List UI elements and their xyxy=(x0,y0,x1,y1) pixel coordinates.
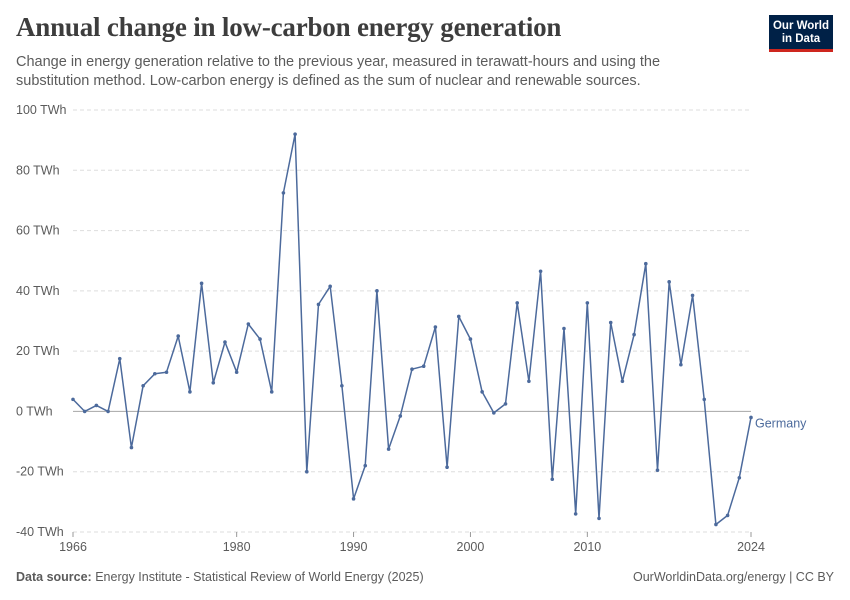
data-point xyxy=(690,293,695,298)
data-point xyxy=(608,320,613,325)
owid-logo[interactable]: Our World in Data xyxy=(769,15,833,52)
y-tick-label: 40 TWh xyxy=(16,284,60,298)
data-point xyxy=(94,403,99,408)
data-point xyxy=(351,497,356,501)
data-point xyxy=(655,468,660,473)
data-point xyxy=(737,475,742,480)
data-point xyxy=(223,340,227,344)
series-line-germany xyxy=(72,133,752,526)
x-tick-label: 2024 xyxy=(737,540,765,554)
x-tick-label: 2010 xyxy=(573,540,601,554)
data-point xyxy=(527,379,531,384)
data-point xyxy=(363,463,368,468)
data-point xyxy=(679,362,683,367)
data-point xyxy=(340,384,344,388)
data-point xyxy=(468,337,473,341)
data-point xyxy=(597,516,601,521)
x-tick-label: 1980 xyxy=(223,540,251,554)
chart-subtitle: Change in energy generation relative to … xyxy=(16,54,661,89)
data-point xyxy=(643,261,648,266)
data-point xyxy=(211,380,216,385)
data-point xyxy=(620,379,625,384)
data-point xyxy=(293,132,297,136)
y-tick-label: 60 TWh xyxy=(16,224,60,238)
data-point xyxy=(188,390,192,394)
y-tick-label: 0 TWh xyxy=(16,404,53,418)
data-point xyxy=(632,332,636,337)
footer: Data source: Energy Institute - Statisti… xyxy=(16,570,834,584)
data-point xyxy=(153,371,157,376)
data-point xyxy=(410,367,414,372)
data-point xyxy=(503,402,508,406)
x-axis: 1966 1980 1990 2000 2010 2024 xyxy=(59,532,765,554)
y-tick-label: -20 TWh xyxy=(16,465,64,479)
data-point xyxy=(176,334,181,338)
data-point xyxy=(585,301,590,305)
data-point xyxy=(445,465,449,469)
y-tick-label: -40 TWh xyxy=(16,525,64,539)
chart-title: Annual change in low-carbon energy gener… xyxy=(16,12,562,42)
data-point xyxy=(304,469,309,474)
source-label: Data source: xyxy=(16,570,92,584)
data-point xyxy=(141,384,145,388)
y-grid: -40 TWh -20 TWh 0 TWh 20 TWh 40 TWh 60 TWh 80 … xyxy=(16,103,751,539)
data-point xyxy=(398,414,403,418)
data-point xyxy=(702,397,707,402)
data-point xyxy=(164,370,169,375)
data-point xyxy=(281,191,286,195)
data-point xyxy=(749,415,753,420)
data-point xyxy=(316,302,321,307)
data-point xyxy=(480,390,484,394)
series-layer[interactable]: Germany xyxy=(71,132,807,527)
data-point xyxy=(492,411,496,415)
data-point xyxy=(725,513,730,518)
y-tick-label: 20 TWh xyxy=(16,344,60,358)
data-point xyxy=(106,409,110,414)
x-tick-label: 1966 xyxy=(59,540,87,554)
data-point xyxy=(71,397,75,402)
data-point xyxy=(667,280,671,284)
x-tick-label: 1990 xyxy=(340,540,368,554)
license-link[interactable]: OurWorldinData.org/energy | CC BY xyxy=(632,570,834,584)
data-point xyxy=(328,284,332,289)
data-point xyxy=(199,281,204,286)
data-point xyxy=(515,301,520,305)
data-point xyxy=(82,409,87,414)
data-point xyxy=(258,337,262,341)
logo-line-2: in Data xyxy=(781,33,821,45)
data-point xyxy=(538,269,543,274)
data-point xyxy=(421,364,426,369)
y-tick-label: 80 TWh xyxy=(16,163,60,177)
data-point xyxy=(129,445,134,450)
data-point xyxy=(714,522,718,527)
data-point xyxy=(234,370,239,375)
data-point xyxy=(269,390,274,394)
data-point xyxy=(573,512,578,516)
x-tick-label: 2000 xyxy=(457,540,485,554)
logo-line-1: Our World xyxy=(772,20,829,32)
data-point xyxy=(246,322,251,326)
data-point xyxy=(433,325,438,329)
line-chart: -40 TWh -20 TWh 0 TWh 20 TWh 40 TWh 60 TWh 80 … xyxy=(16,103,807,554)
y-tick-label: 100 TWh xyxy=(16,103,67,117)
data-point xyxy=(550,477,555,482)
data-point xyxy=(456,314,461,319)
data-point xyxy=(375,289,379,293)
source-link[interactable]: Energy Institute - Statistical Review of… xyxy=(95,570,424,584)
data-point xyxy=(386,447,391,451)
data-point xyxy=(562,326,566,331)
data-point xyxy=(117,356,122,361)
series-label: Germany xyxy=(755,416,807,430)
